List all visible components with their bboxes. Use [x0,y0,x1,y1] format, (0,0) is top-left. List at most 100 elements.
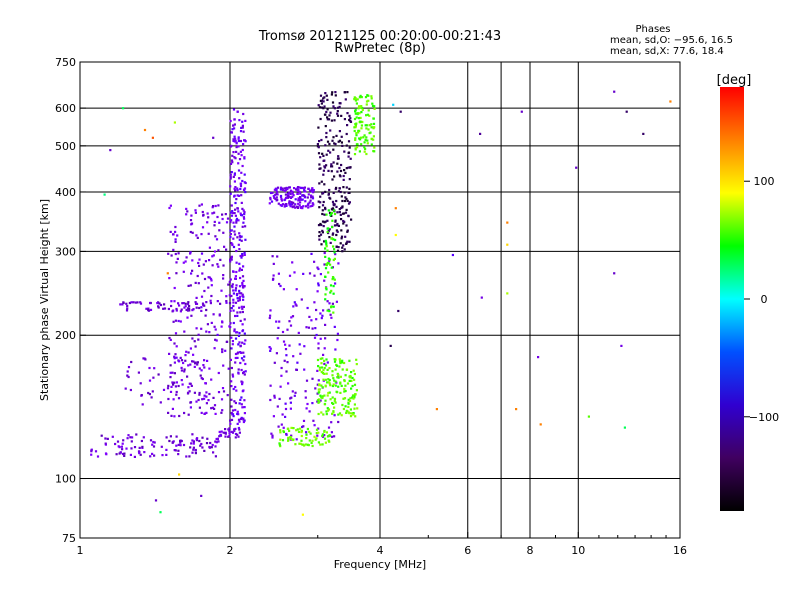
data-point [271,255,274,258]
data-point [321,204,325,207]
data-point [331,226,334,229]
data-point [359,106,362,109]
data-point [313,435,316,438]
data-point [330,237,334,240]
data-point [285,354,288,357]
data-point [306,427,309,431]
data-point [236,422,239,425]
data-point [325,241,328,244]
data-point [334,348,337,351]
data-point [295,304,298,307]
data-point [319,201,322,204]
data-point [199,374,202,377]
data-point [231,210,234,213]
data-point [159,511,162,514]
data-point [269,309,272,312]
data-point [198,258,201,261]
data-point [213,220,216,223]
data-point [229,419,232,422]
data-point [230,366,233,370]
data-point [227,283,230,286]
data-point [325,213,328,216]
data-point [338,358,341,361]
data-point [232,321,235,325]
data-point [323,113,327,116]
data-point [169,364,172,367]
data-point [359,94,362,97]
data-point [294,198,297,201]
data-point [317,347,320,350]
data-point [206,212,209,215]
data-point [234,277,237,280]
data-point [205,330,208,333]
data-point [244,362,247,366]
data-point [289,407,292,410]
data-point [230,214,234,217]
data-point [289,324,293,327]
data-point [273,394,276,397]
data-point [288,191,291,194]
data-point [212,451,215,454]
data-point [200,327,203,330]
data-point [240,396,243,399]
data-point [333,119,336,122]
data-point [317,284,320,287]
data-point [345,224,348,227]
data-point [183,411,186,415]
data-point [241,120,244,123]
data-point [329,291,332,294]
data-point [338,208,341,211]
data-point [338,105,341,108]
data-point [353,153,357,156]
data-point [189,382,192,385]
data-point [343,150,346,153]
data-point [128,301,131,305]
data-point [323,165,326,168]
data-point [231,128,234,131]
data-point [269,398,272,402]
data-point [317,267,320,271]
data-point [240,357,244,360]
data-point [240,171,243,174]
data-point [235,146,238,149]
data-point [159,401,162,404]
data-point [311,444,314,448]
data-point [326,227,329,230]
data-point [347,398,350,401]
data-point [174,240,177,243]
data-point [364,124,367,127]
data-point [321,209,324,212]
data-point [191,259,194,262]
data-point [340,229,343,232]
data-point [133,446,137,449]
data-point [237,418,241,421]
data-point [274,197,277,200]
data-point [230,144,233,147]
data-point [175,444,178,447]
data-point [233,172,236,175]
data-point [333,278,336,281]
data-point [221,387,225,390]
data-point [188,304,191,308]
data-point [357,107,360,110]
data-point [193,391,196,394]
data-point [336,376,339,379]
data-point [317,401,320,404]
data-point [300,434,303,438]
data-point [286,328,289,331]
data-point [317,365,320,368]
data-point [331,207,334,210]
data-point [215,441,218,444]
data-point [323,437,327,440]
data-point [291,203,294,206]
data-point [324,384,327,387]
chart-title: Tromsø 20121125 00:20:00-00:21:43 [258,29,501,44]
data-point [295,188,298,191]
data-point [269,196,272,199]
data-point [200,203,203,206]
data-point [319,195,322,198]
data-point [308,315,311,318]
data-point [323,394,326,397]
data-point [212,313,215,316]
data-point [295,368,298,371]
